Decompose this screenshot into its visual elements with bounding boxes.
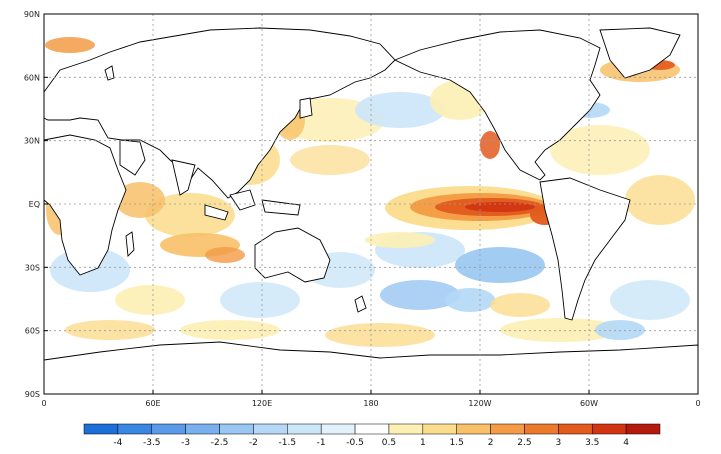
colorbar-swatch (287, 423, 322, 435)
colorbar-label: -1 (317, 438, 326, 448)
colorbar-swatch (490, 423, 525, 435)
colorbar-label: 2 (488, 438, 494, 448)
lon-tick-label: 0 (41, 399, 46, 408)
colorbar-label: -0.5 (346, 438, 364, 448)
lat-tick-label: EQ (29, 200, 40, 209)
colorbar-label: 3.5 (585, 438, 599, 448)
lon-tick-label: 120E (252, 399, 272, 408)
continents (44, 27, 698, 394)
colorbar-swatch (456, 423, 491, 435)
colorbar-label: -3 (181, 438, 190, 448)
lat-tick-label: 60N (24, 73, 40, 82)
colorbar-label: 0.5 (382, 438, 396, 448)
lon-tick-label: 180 (363, 399, 378, 408)
colorbar-label: 1.5 (450, 438, 464, 448)
colorbar-swatch (354, 423, 390, 435)
colorbar-swatch (591, 423, 627, 435)
colorbar-swatch (388, 423, 424, 435)
colorbar-swatch (253, 423, 288, 435)
colorbar-swatch (524, 423, 559, 435)
colorbar-label: -3.5 (143, 438, 161, 448)
lat-tick-label: 30S (25, 263, 40, 272)
colorbar-label: 3 (555, 438, 561, 448)
latitude-axis: 90N 60N 30N EQ 30S 60S 90S (24, 10, 48, 399)
colorbar-label: -4 (113, 438, 122, 448)
longitude-axis: 0 60E 120E 180 120W 60W 0 (41, 390, 701, 408)
lon-tick-label: 60W (580, 399, 598, 408)
lon-tick-label: 0 (695, 399, 700, 408)
colorbar-swatch (558, 423, 593, 435)
lat-tick-label: 90S (25, 390, 40, 399)
colorbar-swatch (422, 423, 457, 435)
colorbar: -4 -3.5 -3 -2.5 -2 -1.5 -1 -0.5 0.5 1 1.5 2 2.5 3 3.5 4 (83, 423, 661, 448)
colorbar-swatch (117, 423, 153, 435)
colorbar-swatch (83, 423, 119, 435)
colorbar-swatch (219, 423, 254, 435)
lon-tick-label: 60E (145, 399, 160, 408)
colorbar-label: -2.5 (211, 438, 229, 448)
lat-tick-label: 60S (25, 327, 40, 336)
lat-tick-label: 90N (24, 10, 40, 19)
colorbar-label: 4 (623, 438, 629, 448)
lon-tick-label: 120W (468, 399, 491, 408)
lat-tick-label: 30N (24, 137, 40, 146)
colorbar-swatch (625, 423, 661, 435)
colorbar-label: 1 (420, 438, 426, 448)
colorbar-label: 2.5 (517, 438, 531, 448)
graticule (44, 14, 698, 394)
colorbar-swatch (151, 423, 186, 435)
colorbar-label: -2 (249, 438, 258, 448)
colorbar-swatch (185, 423, 220, 435)
colorbar-swatch (320, 423, 356, 435)
colorbar-label: -1.5 (279, 438, 297, 448)
